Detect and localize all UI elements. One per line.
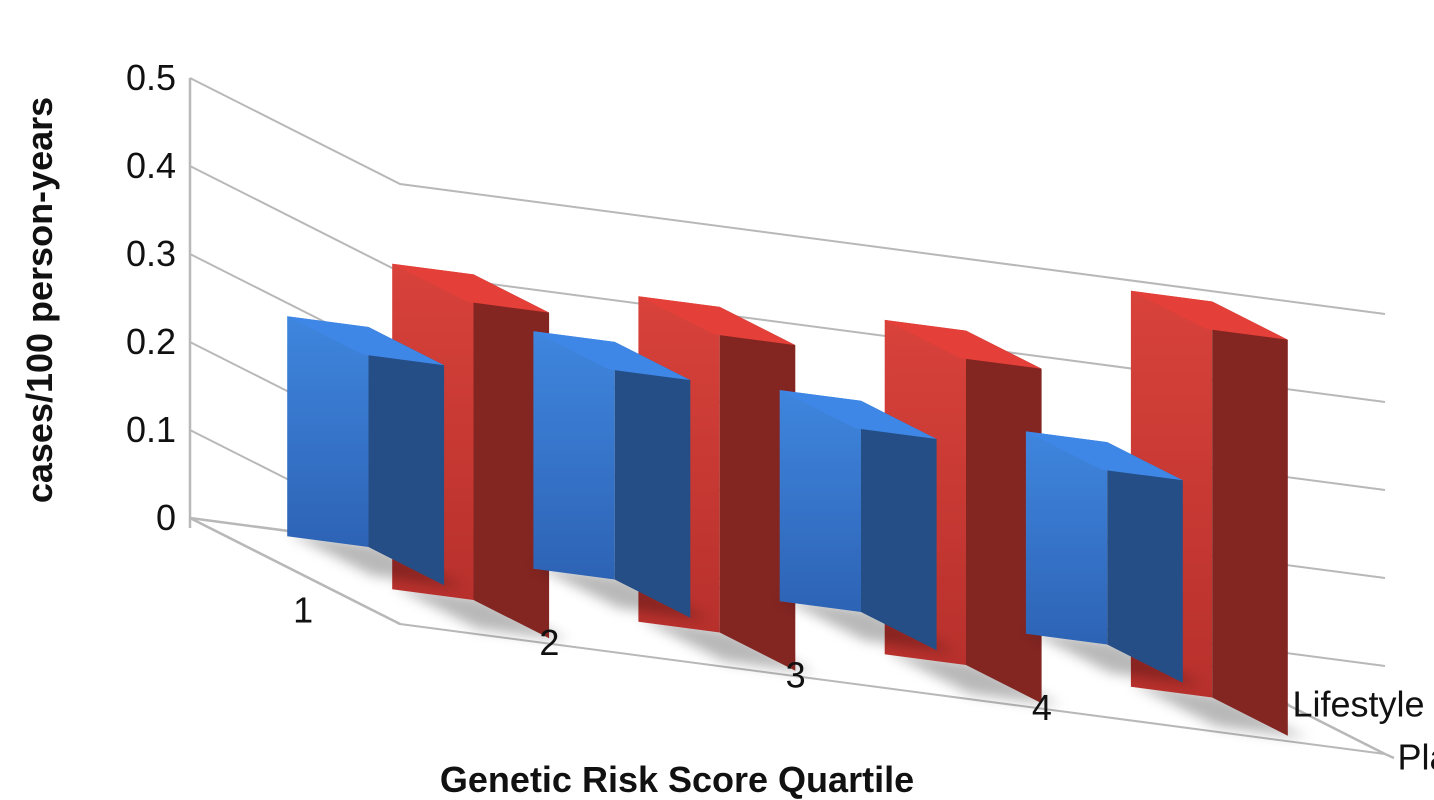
x-tick-label: 3 — [786, 654, 806, 695]
bar-front-face — [533, 331, 615, 580]
gridline — [189, 77, 1386, 315]
bar-side-face — [614, 341, 691, 618]
bar-front-face — [779, 390, 861, 612]
bar-shadow — [286, 532, 464, 588]
bar-top-face — [638, 296, 796, 346]
y-tick-label: 0.5 — [126, 57, 176, 98]
bar-shadow — [779, 597, 957, 653]
series-label: Lifestyle — [1293, 684, 1425, 725]
bar-side-face — [368, 327, 445, 586]
y-tick-label: 0.4 — [126, 145, 176, 186]
x-tick-label: 2 — [539, 622, 559, 663]
x-axis-title: Genetic Risk Score Quartile — [440, 759, 914, 800]
y-tick-label: 0.2 — [126, 321, 176, 362]
bar-side-face — [1107, 442, 1183, 683]
bar-shadow — [391, 585, 569, 641]
x-tick-label: 1 — [293, 589, 313, 630]
series-label: Placebo — [1398, 737, 1434, 778]
y-tick-label: 0.3 — [126, 233, 176, 274]
bar-shadow — [1025, 629, 1203, 686]
bar-shadow — [637, 617, 815, 674]
bar-top-face — [392, 263, 550, 313]
x-tick-label: 4 — [1032, 687, 1052, 728]
y-tick-label: 0.1 — [126, 409, 176, 450]
y-axis-title: cases/100 person-years — [19, 97, 60, 503]
bar-front-face — [1025, 431, 1108, 645]
bar-shadow — [884, 650, 1062, 706]
bar-top-face — [1130, 290, 1288, 340]
bar-top-face — [1025, 431, 1183, 481]
bar — [286, 316, 464, 588]
bar-front-face — [287, 316, 369, 547]
bar-top-face — [533, 331, 691, 381]
labels-layer: Genetic Risk Score Quartile cases/100 pe… — [19, 57, 1434, 800]
depth-tick-mark — [1384, 752, 1395, 760]
bar-side-face — [719, 306, 796, 671]
bar-shadow — [532, 564, 710, 621]
bar-top-face — [287, 316, 445, 366]
bar — [1025, 431, 1203, 686]
bar-side-face — [966, 330, 1042, 704]
bar-shadow — [1130, 682, 1308, 739]
bar-side-face — [473, 274, 550, 639]
bar-top-face — [884, 319, 1042, 369]
bar-top-face — [779, 390, 937, 439]
bar — [1130, 290, 1308, 739]
bar — [532, 331, 710, 621]
bar-side-face — [1212, 301, 1288, 736]
bar — [779, 390, 957, 653]
bar-side-face — [861, 400, 937, 651]
y-tick-label: 0 — [156, 497, 176, 538]
bars-layer — [286, 263, 1308, 739]
